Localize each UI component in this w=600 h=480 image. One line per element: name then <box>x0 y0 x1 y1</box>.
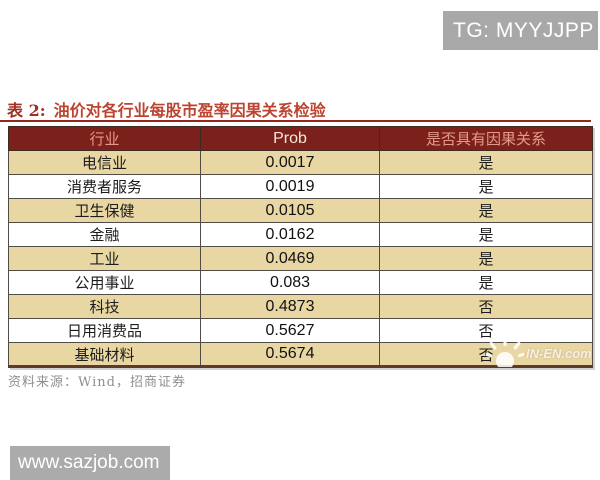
cell-industry: 科技 <box>8 294 201 319</box>
cell-prob: 0.5674 <box>200 342 380 368</box>
cell-prob: 0.5627 <box>200 318 380 343</box>
header-causal: 是否具有因果关系 <box>379 126 593 151</box>
table-caption: 表 2: 油价对各行业每股市盈率因果关系检验 <box>7 97 326 121</box>
cell-causal: 是 <box>379 198 593 223</box>
cell-prob: 0.0469 <box>200 246 380 271</box>
table-row: 电信业 0.0017 是 <box>8 150 593 175</box>
table-row: 金融 0.0162 是 <box>8 222 593 247</box>
table-row: 基础材料 0.5674 否 <box>8 342 593 368</box>
tg-watermark-badge: TG: MYYJJPP <box>443 11 598 50</box>
cell-industry: 工业 <box>8 246 201 271</box>
cell-industry: 基础材料 <box>8 342 201 368</box>
table-caption-text: 油价对各行业每股市盈率因果关系检验 <box>53 101 326 120</box>
cell-industry: 公用事业 <box>8 270 201 295</box>
cell-industry: 日用消费品 <box>8 318 201 343</box>
table-row: 消费者服务 0.0019 是 <box>8 174 593 199</box>
table-row: 科技 0.4873 否 <box>8 294 593 319</box>
cell-causal: 是 <box>379 174 593 199</box>
table-row: 卫生保健 0.0105 是 <box>8 198 593 223</box>
data-source-note: 资料来源：Wind，招商证券 <box>8 375 186 390</box>
cell-causal: 是 <box>379 270 593 295</box>
causality-table: 行业 Prob 是否具有因果关系 电信业 0.0017 是 消费者服务 0.00… <box>8 126 593 368</box>
site-watermark: www.sazjob.com <box>10 446 170 480</box>
cell-prob: 0.083 <box>200 270 380 295</box>
cell-industry: 金融 <box>8 222 201 247</box>
caption-divider <box>0 120 591 122</box>
table-header-row: 行业 Prob 是否具有因果关系 <box>8 126 593 151</box>
cell-prob: 0.0162 <box>200 222 380 247</box>
header-industry: 行业 <box>8 126 201 151</box>
cell-causal: 是 <box>379 222 593 247</box>
cell-causal: 是 <box>379 150 593 175</box>
cell-industry: 电信业 <box>8 150 201 175</box>
cell-industry: 消费者服务 <box>8 174 201 199</box>
cell-causal: 否 <box>379 294 593 319</box>
cell-causal: 否 <box>379 342 593 368</box>
cell-industry: 卫生保健 <box>8 198 201 223</box>
cell-prob: 0.0017 <box>200 150 380 175</box>
table-row: 公用事业 0.083 是 <box>8 270 593 295</box>
header-prob: Prob <box>200 126 380 151</box>
cell-causal: 否 <box>379 318 593 343</box>
table-row: 日用消费品 0.5627 否 <box>8 318 593 343</box>
table-row: 工业 0.0469 是 <box>8 246 593 271</box>
cell-prob: 0.4873 <box>200 294 380 319</box>
table-caption-number: 表 2: <box>7 101 46 120</box>
cell-prob: 0.0019 <box>200 174 380 199</box>
cell-causal: 是 <box>379 246 593 271</box>
cell-prob: 0.0105 <box>200 198 380 223</box>
